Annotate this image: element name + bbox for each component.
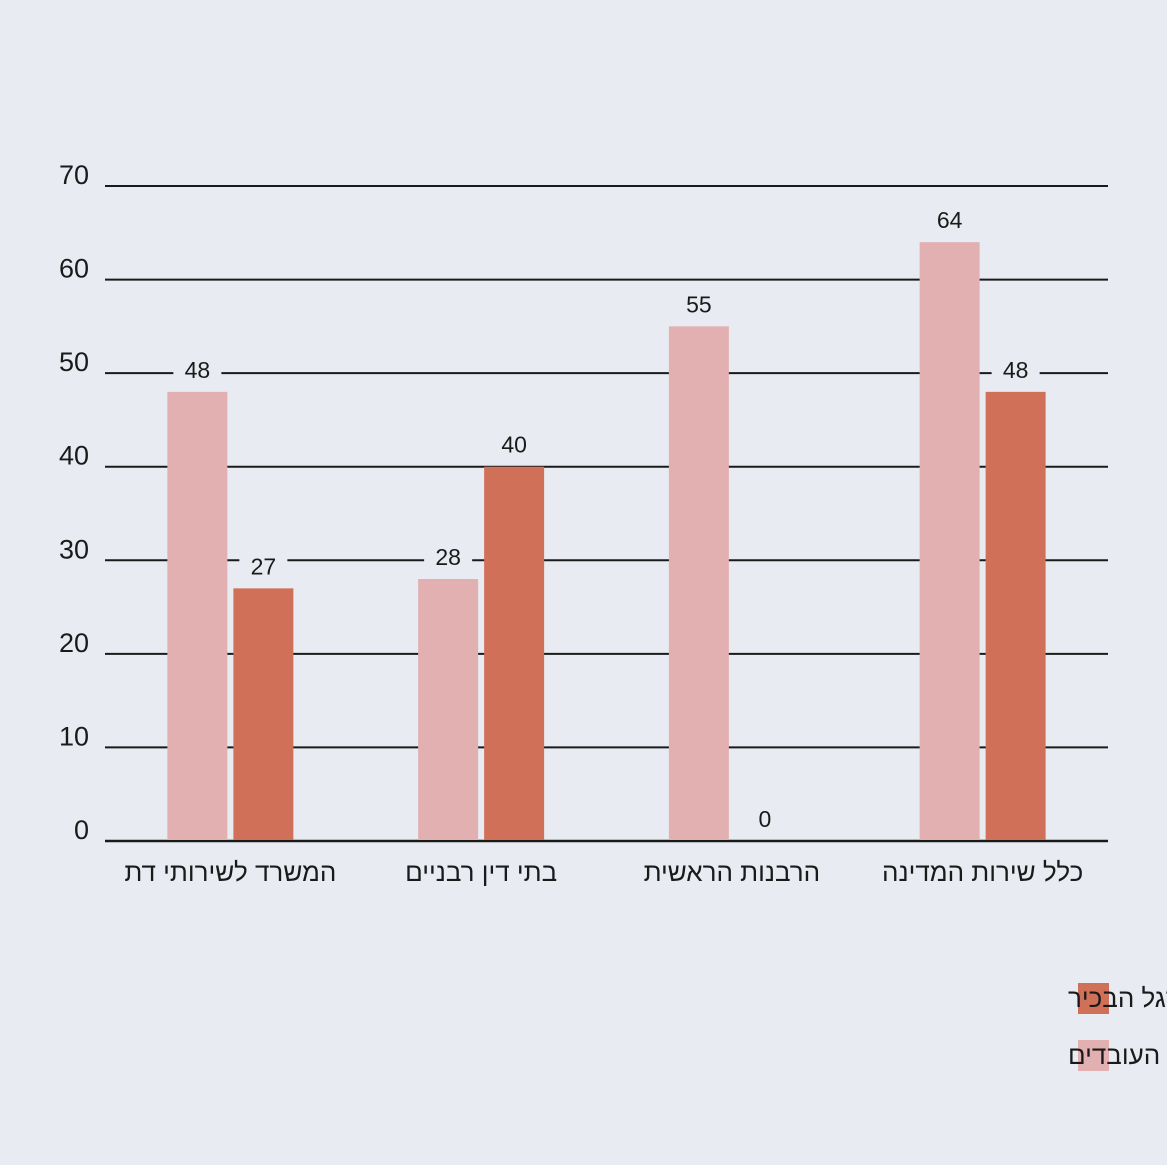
y-tick-label: 30 bbox=[59, 534, 89, 564]
legend-label: מכלל העובדים bbox=[1068, 1040, 1167, 1070]
y-axis-ticks: 0 10 20 30 40 50 60 70 bbox=[59, 160, 89, 845]
legend: מהסגל הבכיר מכלל העובדים bbox=[1068, 983, 1167, 1071]
bar-senior-staff bbox=[233, 588, 294, 840]
bar-value-label: 40 bbox=[501, 432, 527, 458]
value-label-background bbox=[925, 208, 974, 235]
x-category-label: כלל שירות המדינה bbox=[882, 857, 1083, 887]
y-tick-label: 40 bbox=[59, 441, 89, 471]
bar-value-label: 48 bbox=[185, 357, 211, 383]
y-tick-label: 60 bbox=[59, 254, 89, 284]
bar-all-employees bbox=[668, 326, 729, 840]
bar-value-label: 48 bbox=[1003, 357, 1029, 383]
bar-all-employees bbox=[167, 391, 228, 840]
bar-value-label: 55 bbox=[686, 291, 712, 317]
legend-swatch bbox=[1078, 983, 1109, 1014]
x-category-label: הרבנות הראשית bbox=[644, 857, 821, 887]
bars bbox=[167, 242, 1046, 841]
bar-all-employees bbox=[919, 242, 980, 841]
value-label-background bbox=[740, 807, 789, 833]
bar-value-label: 64 bbox=[937, 207, 963, 233]
value-label-background bbox=[173, 357, 222, 384]
y-tick-label: 50 bbox=[59, 347, 89, 377]
value-label-background bbox=[674, 292, 723, 319]
x-category-label: בתי דין רבניים bbox=[405, 857, 557, 887]
y-tick-label: 20 bbox=[59, 628, 89, 658]
bar-senior-staff bbox=[484, 466, 545, 840]
legend-label: מהסגל הבכיר bbox=[1068, 983, 1167, 1013]
value-label-background bbox=[424, 545, 473, 571]
bar-value-label: 0 bbox=[758, 806, 771, 832]
bar-value-label: 27 bbox=[251, 553, 277, 579]
x-axis-categories: כלל שירות המדינה הרבנות הראשית בתי דין רבנ… bbox=[124, 857, 1083, 887]
value-label-background bbox=[991, 357, 1040, 384]
value-label-background bbox=[490, 432, 539, 459]
y-tick-label: 10 bbox=[59, 721, 89, 751]
bar-value-label: 28 bbox=[435, 544, 461, 570]
legend-swatch bbox=[1078, 1040, 1109, 1071]
bar-value-labels: 64 48 55 0 28 40 48 27 bbox=[173, 207, 1040, 833]
bar-senior-staff bbox=[985, 391, 1046, 840]
y-tick-label: 70 bbox=[59, 160, 89, 190]
y-tick-label: 0 bbox=[74, 815, 89, 845]
x-category-label: המשרד לשירותי דת bbox=[124, 857, 336, 887]
bar-all-employees bbox=[418, 579, 479, 840]
value-label-background bbox=[239, 554, 288, 581]
